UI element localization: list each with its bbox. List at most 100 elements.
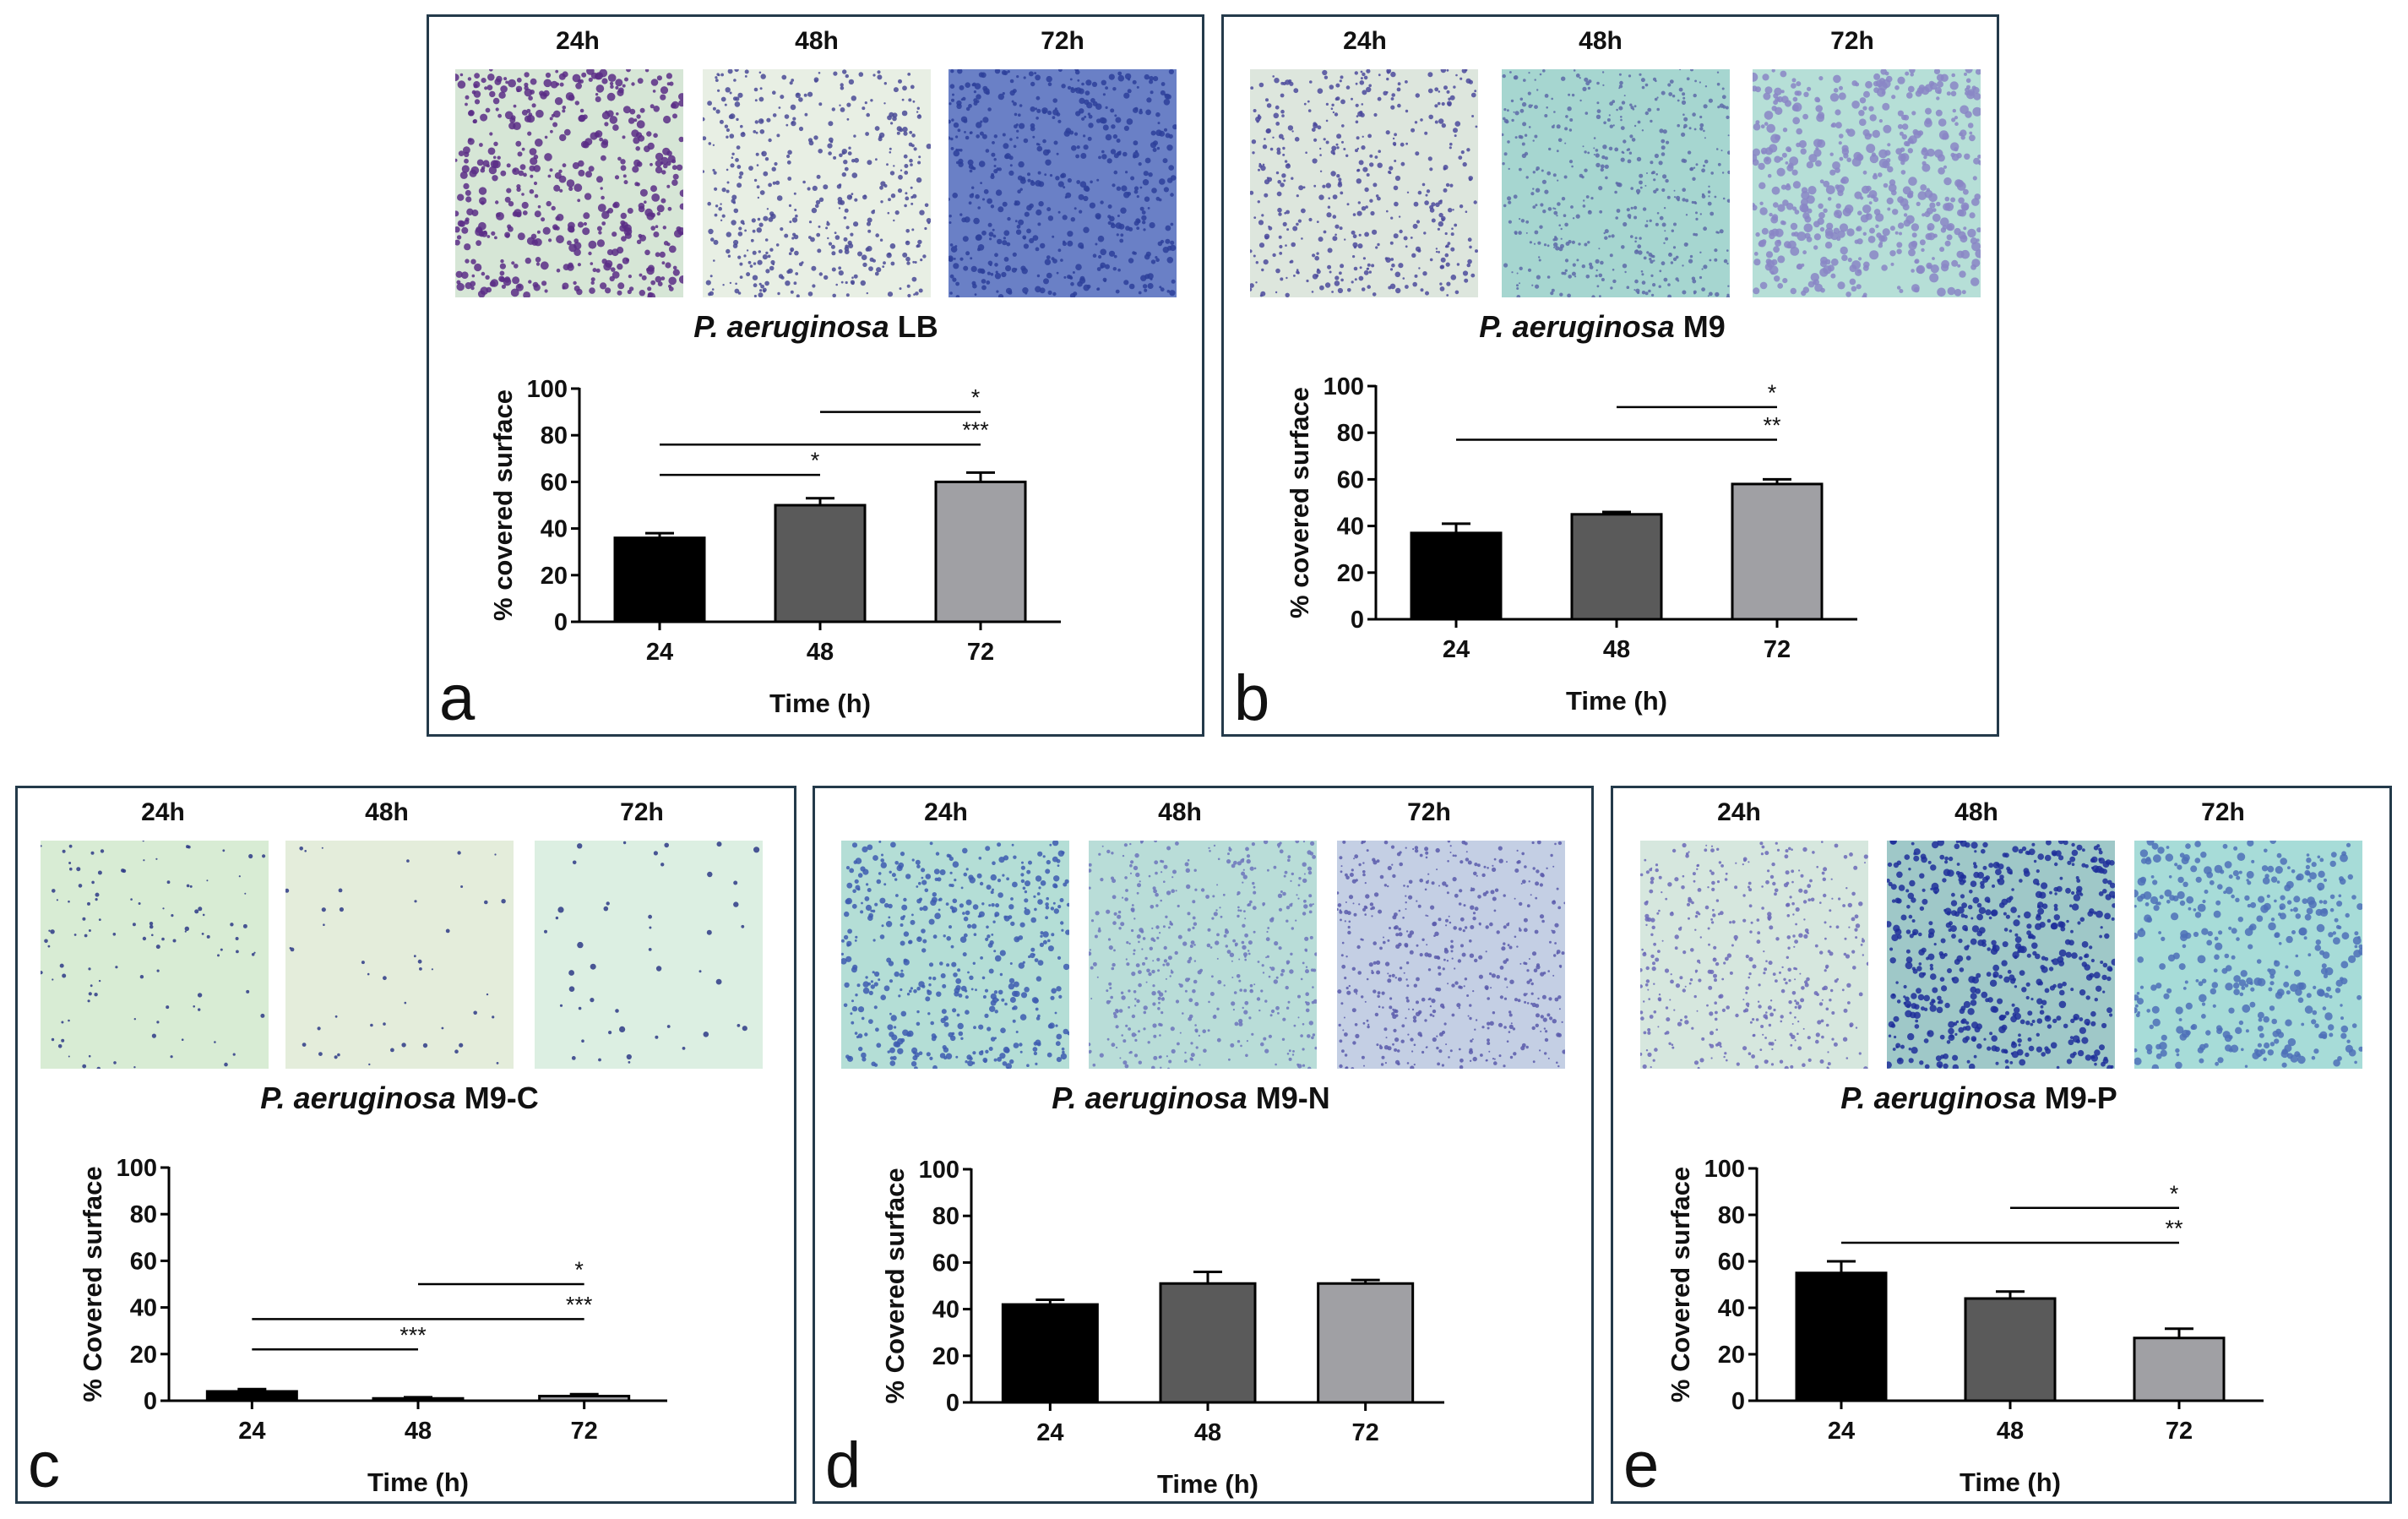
y-tick-label: 80 <box>1337 420 1364 447</box>
y-tick-label: 100 <box>1324 373 1364 400</box>
significance-label: *** <box>962 417 989 443</box>
x-axis-label: Time (h) <box>769 689 871 718</box>
y-tick-label: 100 <box>1704 1156 1745 1183</box>
panel-letter: a <box>439 662 476 734</box>
micrograph-texture <box>1640 841 1868 1069</box>
y-tick-label: 0 <box>1731 1388 1745 1415</box>
micrograph-72h <box>2134 841 2362 1069</box>
y-tick-label: 40 <box>130 1295 157 1322</box>
micrograph-texture <box>544 841 760 1064</box>
y-tick-label: 60 <box>130 1248 157 1275</box>
panel-letter: b <box>1234 662 1270 734</box>
time-label-48h: 48h <box>1954 798 1998 826</box>
y-axis-label: % Covered surface <box>880 1168 910 1403</box>
bar-48 <box>1570 513 1663 621</box>
micrograph-texture <box>1753 69 1981 297</box>
x-tick-label: 48 <box>807 639 834 666</box>
bar-72 <box>1317 1282 1415 1404</box>
y-tick-label: 20 <box>130 1342 157 1369</box>
caption-species: P. aeruginosa <box>260 1081 456 1115</box>
bar-72 <box>538 1394 631 1402</box>
micrograph-72h <box>1337 841 1565 1069</box>
y-tick-label: 40 <box>932 1297 959 1324</box>
y-tick-label: 80 <box>932 1203 959 1230</box>
x-axis-label: Time (h) <box>1566 686 1667 716</box>
x-tick-label: 48 <box>405 1418 432 1445</box>
time-label-48h: 48h <box>1579 27 1623 55</box>
x-tick-label: 24 <box>646 639 673 666</box>
time-label-48h: 48h <box>1158 798 1202 826</box>
x-tick-label: 72 <box>967 639 994 666</box>
bar-48 <box>1159 1282 1257 1404</box>
micrograph-texture <box>41 841 266 1069</box>
y-tick-label: 80 <box>1718 1202 1745 1229</box>
time-label-24h: 24h <box>556 27 600 55</box>
y-axis-label: % Covered surface <box>1666 1167 1695 1402</box>
panel-caption: P. aeruginosa M9 <box>1479 309 1725 345</box>
micrograph-background <box>535 841 763 1069</box>
micrograph-24h <box>841 841 1069 1069</box>
bar-24 <box>613 536 706 623</box>
bar-72 <box>1731 482 1824 621</box>
panel-letter: c <box>28 1429 60 1501</box>
micrograph-48h <box>1502 69 1730 297</box>
bar-48 <box>1964 1297 2057 1402</box>
panel-e: 24h 48h 72h P. aeruginosa M9-P 0 20 40 60 80… <box>1611 786 2392 1504</box>
y-tick-label: 60 <box>1337 466 1364 493</box>
caption-medium: M9 <box>1682 309 1726 344</box>
bar-48 <box>774 504 867 623</box>
y-tick-label: 80 <box>541 422 568 449</box>
x-tick-label: 24 <box>1443 636 1470 663</box>
y-tick-label: 20 <box>932 1343 959 1370</box>
micrograph-texture <box>949 69 1177 297</box>
bar-72 <box>934 480 1027 623</box>
time-label-24h: 24h <box>141 798 185 826</box>
y-tick-label: 40 <box>1718 1295 1745 1322</box>
micrograph-texture <box>455 69 683 297</box>
micrograph-24h <box>455 69 683 297</box>
micrograph-24h <box>41 841 269 1069</box>
micrograph-72h <box>535 841 763 1069</box>
micrograph-texture <box>841 841 1069 1069</box>
caption-medium: M9-P <box>2044 1081 2117 1115</box>
y-tick-label: 20 <box>541 563 568 590</box>
x-tick-label: 24 <box>238 1418 265 1445</box>
y-tick-label: 60 <box>1718 1249 1745 1276</box>
x-tick-label: 48 <box>1997 1418 2024 1445</box>
panel-letter: e <box>1623 1429 1660 1501</box>
time-label-24h: 24h <box>1717 798 1761 826</box>
caption-medium: M9-N <box>1255 1081 1330 1115</box>
y-tick-label: 100 <box>919 1157 959 1184</box>
micrograph-texture <box>2134 841 2362 1069</box>
bar-24 <box>1410 531 1503 621</box>
y-tick-label: 0 <box>946 1390 959 1417</box>
time-label-72h: 72h <box>1830 27 1874 55</box>
bar-72 <box>2133 1337 2226 1402</box>
x-tick-label: 72 <box>1352 1419 1379 1446</box>
time-label-48h: 48h <box>795 27 839 55</box>
x-axis-label: Time (h) <box>367 1467 469 1497</box>
x-tick-label: 24 <box>1036 1419 1063 1446</box>
y-tick-label: 100 <box>527 376 568 403</box>
time-label-72h: 72h <box>620 798 664 826</box>
micrograph-texture <box>1089 841 1317 1069</box>
y-tick-label: 100 <box>117 1155 157 1182</box>
x-axis-label: Time (h) <box>1157 1469 1258 1499</box>
y-axis-label: % covered surface <box>488 389 518 621</box>
caption-medium: M9-C <box>464 1081 539 1115</box>
y-axis-label: % Covered surface <box>78 1166 107 1402</box>
significance-label: ** <box>2165 1216 2183 1241</box>
panel-d: 24h 48h 72h P. aeruginosa M9-N 0 20 40 60 80… <box>813 786 1594 1504</box>
panel-b: 24h 48h 72h P. aeruginosa M9 0 20 40 60 80 10… <box>1221 14 1999 737</box>
micrograph-48h <box>1089 841 1317 1069</box>
y-tick-label: 20 <box>1337 560 1364 587</box>
micrograph-24h <box>1250 69 1478 297</box>
caption-medium: LB <box>897 309 938 344</box>
micrograph-background <box>285 841 514 1069</box>
caption-species: P. aeruginosa <box>1479 309 1675 344</box>
significance-label: ** <box>1763 412 1781 438</box>
caption-species: P. aeruginosa <box>693 309 889 344</box>
panel-caption: P. aeruginosa LB <box>693 309 938 345</box>
